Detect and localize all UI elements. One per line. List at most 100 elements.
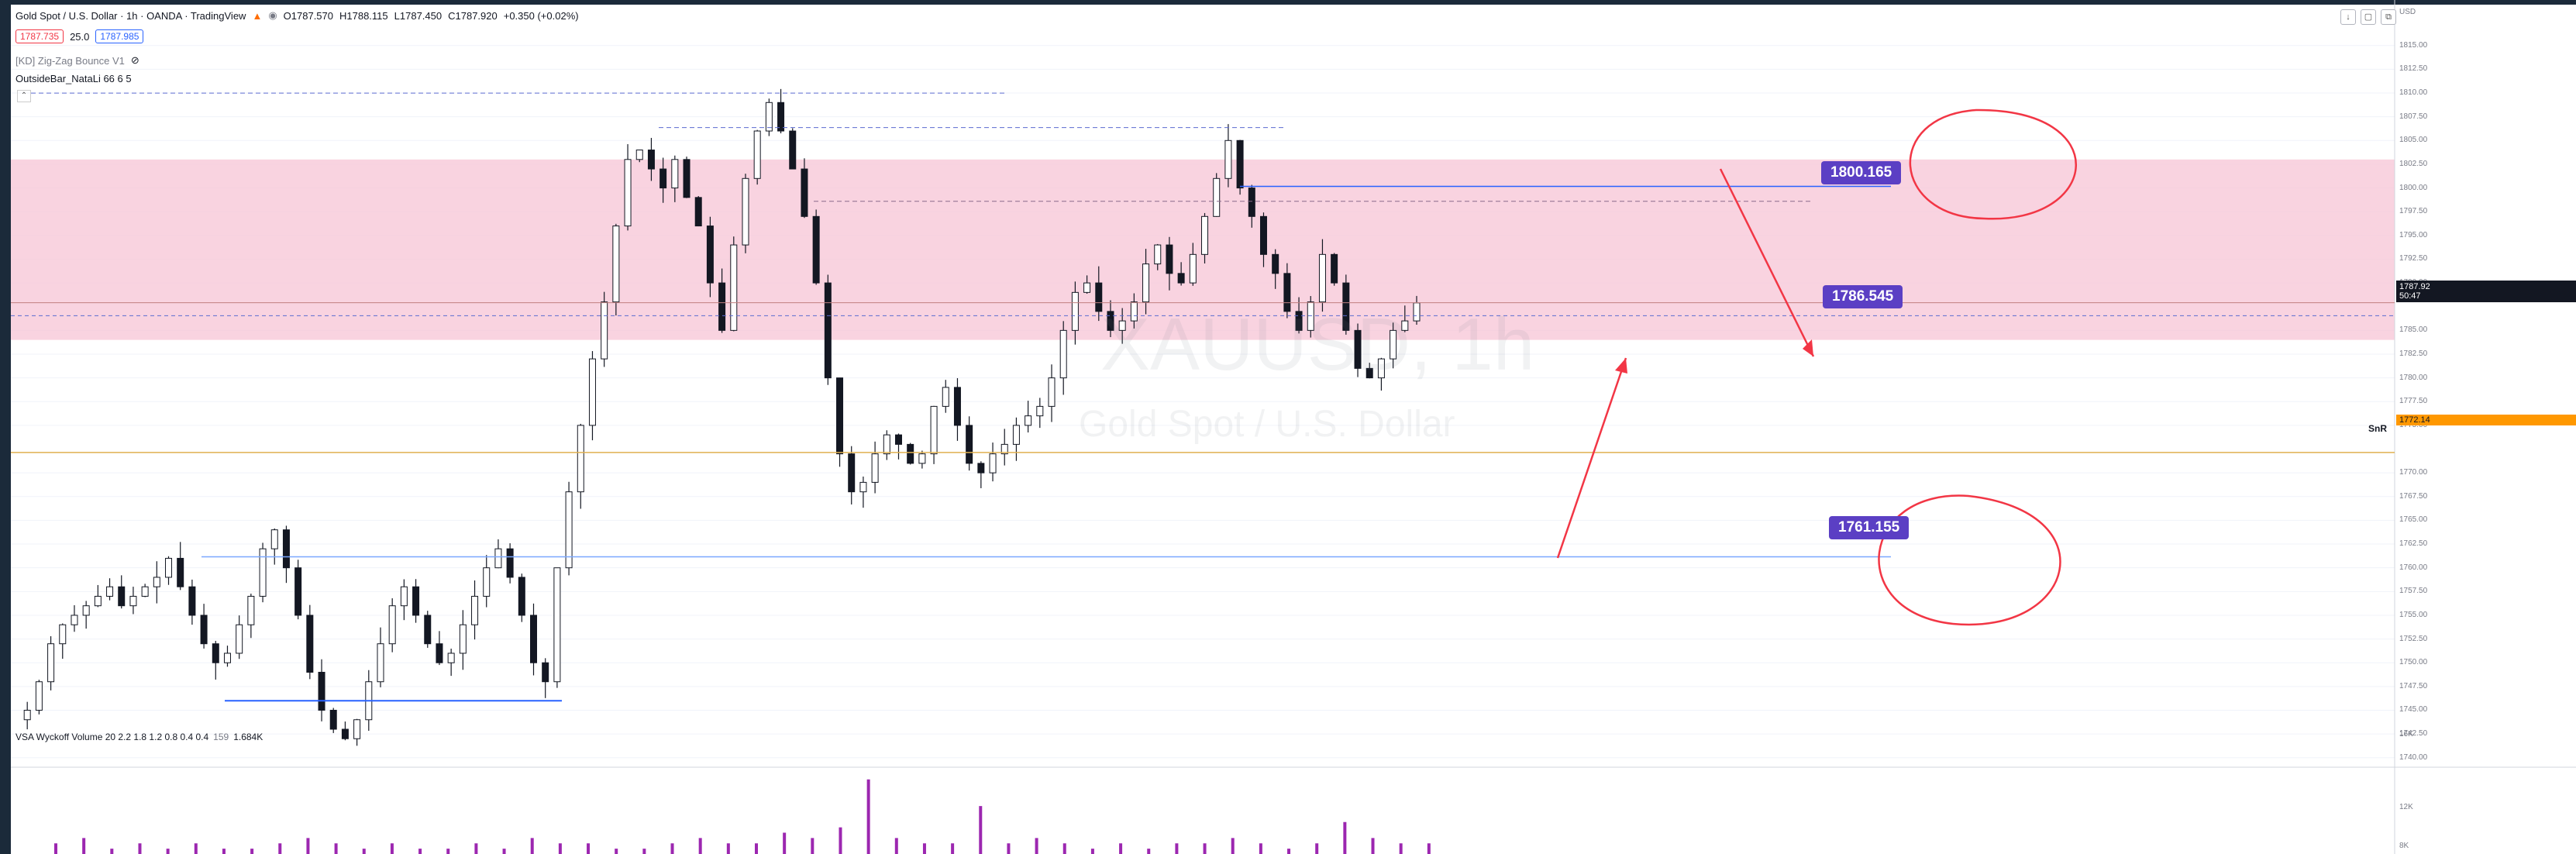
ohlc-close: C1787.920 <box>448 9 498 22</box>
volume-bar <box>642 849 646 854</box>
bullish-candle <box>671 159 679 189</box>
price-tick-label: 1802.50 <box>2399 159 2428 168</box>
bearish-candle <box>530 615 538 663</box>
price-tick-label: 1777.50 <box>2399 397 2428 406</box>
indicator-outsidebar[interactable]: OutsideBar_NataLi 66 6 5 <box>15 73 132 84</box>
resistance-level-badge[interactable]: 1800.165 <box>1821 161 1902 184</box>
bearish-candle <box>812 215 820 284</box>
snr-label: SnR <box>2368 423 2387 434</box>
mid-level-badge[interactable]: 1786.545 <box>1823 285 1903 308</box>
ask-price[interactable]: 1787.985 <box>95 29 144 43</box>
red-arrow-up <box>1556 357 1627 559</box>
volume-bar <box>1090 849 1094 854</box>
price-tick-label: 1752.50 <box>2399 634 2428 643</box>
bearish-candle <box>1236 139 1244 189</box>
bullish-candle <box>765 102 773 132</box>
bullish-candle <box>1036 405 1044 417</box>
volume-bar <box>839 827 842 854</box>
price-tick-label: 1747.50 <box>2399 681 2428 690</box>
bearish-candle <box>777 102 785 132</box>
bearish-candle <box>718 282 726 331</box>
bearish-candle <box>824 282 832 379</box>
volume-bar <box>951 843 955 854</box>
bullish-candle <box>1071 291 1079 331</box>
volume-bar <box>866 779 870 854</box>
bullish-candle <box>1000 443 1008 455</box>
bearish-candle <box>894 434 902 445</box>
window-top-bar <box>0 0 2576 5</box>
volume-bar <box>362 849 366 854</box>
volume-bar <box>558 843 562 854</box>
watermark-name: Gold Spot / U.S. Dollar <box>1079 404 1455 445</box>
eye-off-icon[interactable]: ⊘ <box>130 54 139 66</box>
collapse-legend-button[interactable]: ⌃ <box>17 90 31 102</box>
bullish-candle <box>1130 301 1138 322</box>
price-tick-label: 1765.00 <box>2399 515 2428 525</box>
bullish-candle <box>1012 425 1020 445</box>
bullish-candle <box>447 653 455 663</box>
bullish-candle <box>59 624 67 645</box>
bearish-candle <box>318 671 325 711</box>
bullish-candle <box>223 653 231 663</box>
volume-bar <box>894 838 898 854</box>
indicator-zigzag[interactable]: [KD] Zig-Zag Bounce V1 ⊘ <box>15 54 139 67</box>
volume-bar <box>1399 843 1403 854</box>
volume-bar <box>334 843 338 854</box>
price-tick-label: 1740.00 <box>2399 752 2428 762</box>
bid-price[interactable]: 1787.735 <box>15 29 64 43</box>
volume-bar <box>446 849 450 854</box>
symbol-title[interactable]: Gold Spot / U.S. Dollar · 1h · OANDA · T… <box>15 9 246 22</box>
price-tick-label: 1785.00 <box>2399 325 2428 335</box>
axis-currency: USD <box>2399 8 2416 16</box>
volume-bar <box>587 843 591 854</box>
ohlc-open: O1787.570 <box>283 9 333 22</box>
volume-bar <box>278 843 282 854</box>
bullish-candle <box>247 595 255 625</box>
bearish-candle <box>953 387 961 426</box>
volume-bar <box>1175 843 1179 854</box>
bearish-candle <box>1272 253 1279 274</box>
price-tick-label: 1760.00 <box>2399 563 2428 572</box>
volume-legend[interactable]: VSA Wyckoff Volume 20 2.2 1.8 1.2 0.8 0.… <box>15 732 263 742</box>
bullish-candle <box>918 453 926 464</box>
symbol-legend[interactable]: Gold Spot / U.S. Dollar · 1h · OANDA · T… <box>15 9 579 22</box>
red-arrow-down <box>1719 168 1815 357</box>
bearish-candle <box>177 557 184 587</box>
volume-bar <box>222 849 226 854</box>
bullish-candle <box>635 150 643 160</box>
maximize-icon[interactable]: ▢ <box>2361 9 2376 25</box>
volume-bar <box>726 843 730 854</box>
bullish-candle <box>1118 320 1126 331</box>
bullish-candle <box>377 643 384 683</box>
bullish-candle <box>930 405 938 455</box>
bearish-candle <box>789 130 797 170</box>
bullish-candle <box>989 453 997 473</box>
bullish-candle <box>141 586 149 597</box>
bid-ask-row: 1787.735 25.0 1787.985 <box>15 29 144 43</box>
volume-bar <box>54 843 57 854</box>
bearish-candle <box>436 643 443 663</box>
eye-icon[interactable]: ◉ <box>268 9 277 21</box>
left-toolbar-edge <box>0 5 11 854</box>
volume-bar <box>1371 838 1375 854</box>
restore-icon[interactable]: ⧉ <box>2381 9 2396 25</box>
volume-bar <box>1427 843 1431 854</box>
bearish-candle <box>306 615 314 673</box>
bullish-candle <box>942 387 949 407</box>
volume-bar <box>306 838 310 854</box>
bearish-candle <box>848 453 856 493</box>
bearish-candle <box>1342 282 1350 331</box>
price-tick-label: 1780.00 <box>2399 373 2428 382</box>
support-level-badge[interactable]: 1761.155 <box>1829 516 1910 539</box>
price-tick-label: 1792.50 <box>2399 254 2428 263</box>
bearish-candle <box>977 463 985 473</box>
bearish-candle <box>1295 311 1303 331</box>
bullish-candle <box>883 434 890 455</box>
volume-bar <box>166 849 170 854</box>
bullish-candle <box>1213 177 1221 217</box>
volume-bar <box>1035 838 1038 854</box>
bearish-candle <box>1166 244 1173 274</box>
arrow-down-icon[interactable]: ↓ <box>2340 9 2356 25</box>
bullish-candle <box>236 624 243 654</box>
